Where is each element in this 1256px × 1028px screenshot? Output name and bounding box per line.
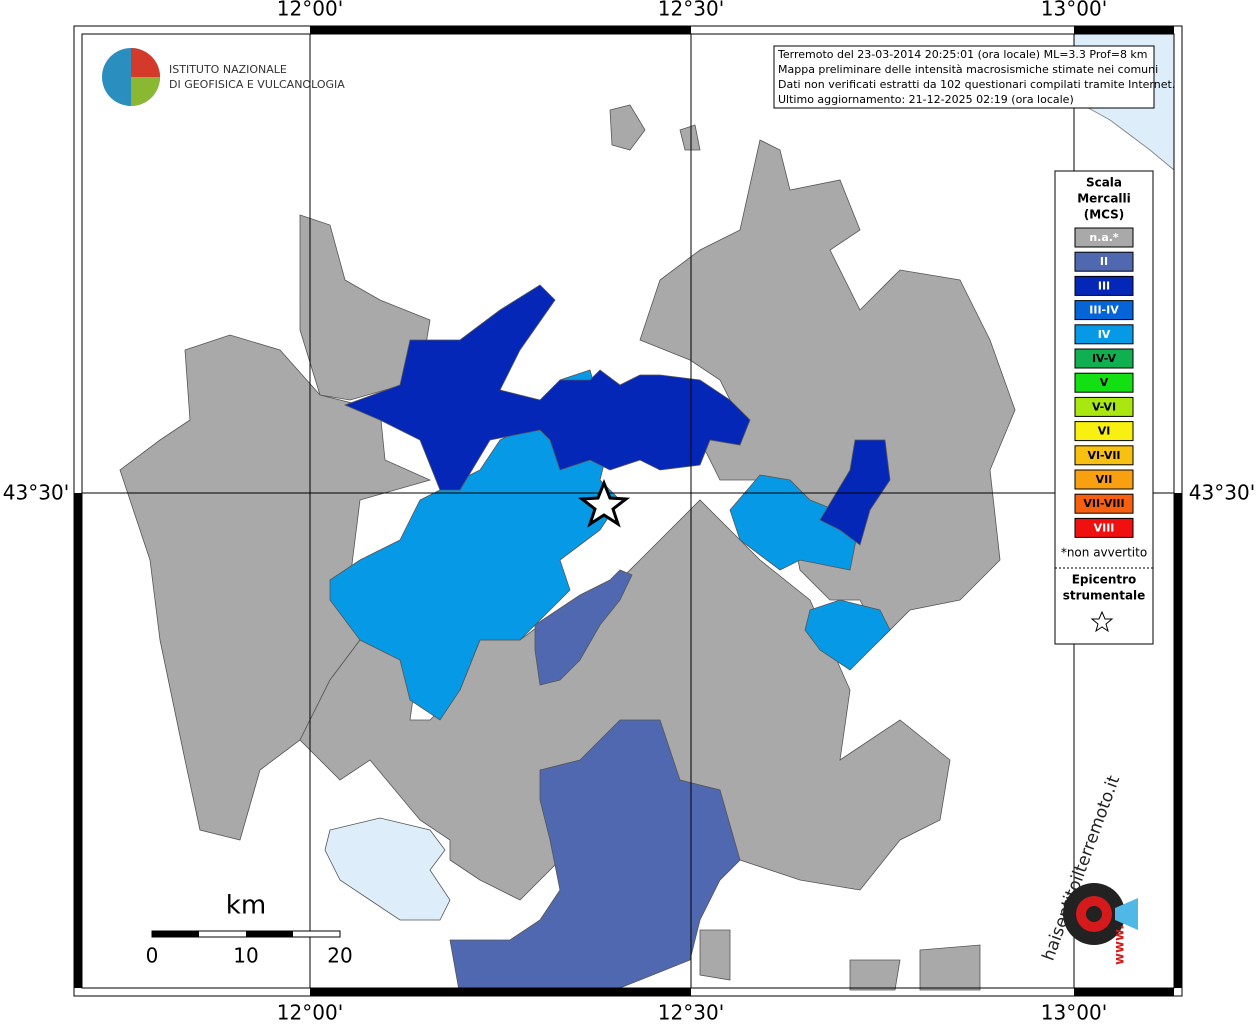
latitude-label: 43°30' (3, 481, 69, 505)
legend-swatch (1074, 348, 1134, 369)
legend-label: IV (1098, 328, 1111, 341)
legend-label: V-VI (1092, 400, 1116, 413)
legend-label: VII (1096, 473, 1113, 486)
ingv-logo (131, 48, 160, 77)
legend-star (1090, 610, 1114, 633)
area (449, 719, 741, 997)
legend-label: VI (1098, 425, 1111, 438)
info-line: Terremoto del 23-03-2014 20:25:01 (ora l… (777, 48, 1148, 61)
longitude-label: 13°00' (1041, 0, 1107, 21)
longitude-label: 12°30' (658, 0, 724, 21)
ingv-logo (131, 77, 160, 106)
area (639, 139, 1016, 641)
lake (324, 817, 451, 921)
area (534, 569, 633, 686)
longitude-label: 12°30' (658, 1001, 724, 1025)
frame-ticks (74, 26, 1182, 996)
institute: DI GEOFISICA E VULCANOLOGIA (169, 78, 345, 91)
axis-labels: 12°00' 12°00' 12°30' 12°30' 13°00' 13°00' 43°3… (3, 0, 1255, 1025)
legend-label: VIII (1094, 521, 1115, 534)
coast (1073, 99, 1175, 171)
legend-swatch (1074, 227, 1134, 248)
legend-title: Mercalli (1077, 192, 1131, 206)
scale-label: 0 (146, 944, 159, 968)
longitude-label: 13°00' (1041, 1001, 1107, 1025)
legend-swatch (1074, 469, 1134, 490)
legend-swatch (1074, 251, 1134, 272)
area (343, 284, 751, 491)
legend-label: III (1098, 279, 1110, 292)
longitude-label: 12°00' (277, 0, 343, 21)
area (609, 104, 981, 991)
info-box (773, 45, 1155, 109)
legend-label: V (1100, 376, 1109, 389)
legend-swatch (1074, 445, 1134, 466)
scale-unit: km (226, 891, 266, 921)
info-line: Mappa preliminare delle intensità macros… (778, 63, 1158, 76)
legend-swatch (1074, 324, 1134, 345)
info: Terremoto del 23-03-2014 20:25:01 (ora l… (777, 48, 1175, 106)
site-www: www. (1113, 925, 1128, 965)
legend-epicenter: Epicentro (1072, 573, 1137, 587)
epicenter (577, 478, 631, 528)
legend-items: ScalaMercalli(MCS)n.a.*IIIIIIII-IVIVIV-V… (1055, 176, 1153, 633)
longitude-label: 12°00' (277, 1001, 343, 1025)
legend-title: (MCS) (1084, 208, 1125, 222)
legend-label: III-IV (1089, 304, 1119, 317)
legend-label: VII-VIII (1083, 497, 1124, 510)
legend-note: *non avvertito (1061, 546, 1147, 560)
site-logo (1086, 906, 1102, 922)
legend-swatch (1074, 372, 1134, 393)
legend-label: n.a.* (1089, 231, 1119, 244)
latitude-label: 43°30' (1189, 481, 1255, 505)
info-line: Ultimo aggiornamento: 21-12-2025 02:19 (… (778, 93, 1074, 106)
legend-label: IV-V (1092, 352, 1117, 365)
scale-label: 20 (327, 944, 352, 968)
legend-label: II (1100, 255, 1108, 268)
legend-swatch (1074, 300, 1134, 321)
institute: ISTITUTO NAZIONALE (169, 63, 287, 76)
site-logo (1115, 898, 1138, 930)
info-line: Dati non verificati estratti da 102 ques… (778, 78, 1175, 91)
scale-bar (151, 930, 341, 938)
legend-title: Scala (1086, 176, 1122, 190)
legend-epicenter: strumentale (1063, 589, 1146, 603)
legend-swatch (1074, 493, 1134, 514)
legend-swatch (1074, 517, 1134, 538)
scale-label: 10 (233, 944, 258, 968)
legend-swatch (1074, 275, 1134, 296)
legend-label: VI-VII (1087, 449, 1120, 462)
legend-swatch (1074, 421, 1134, 442)
legend-swatch (1074, 396, 1134, 417)
